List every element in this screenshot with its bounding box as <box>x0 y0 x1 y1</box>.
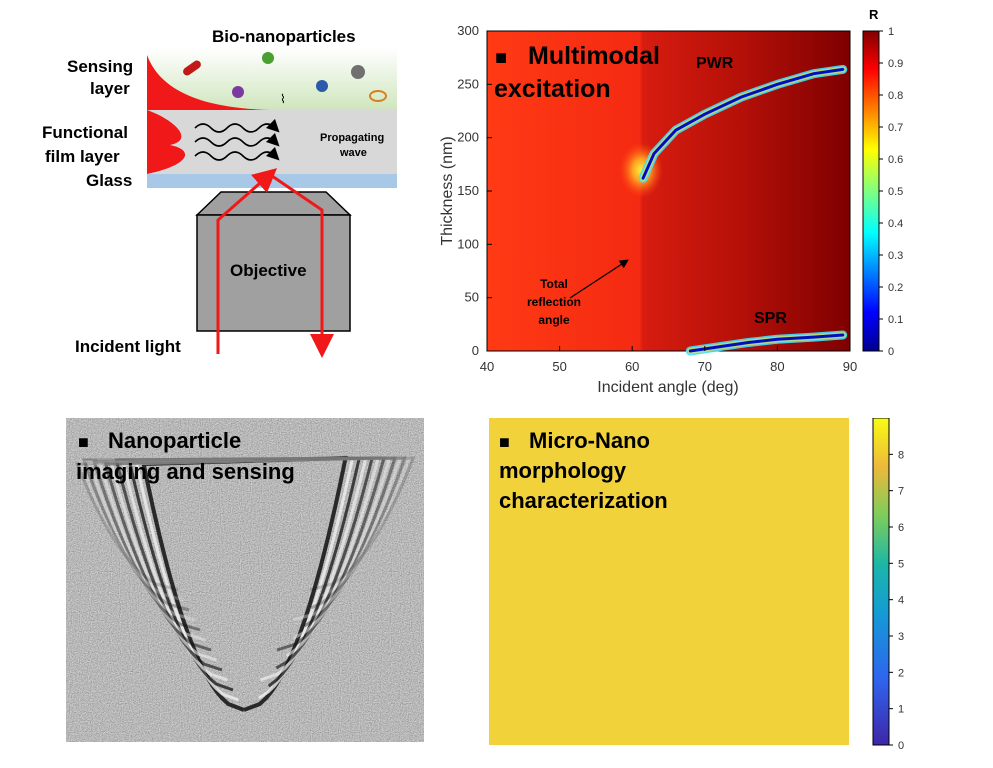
colorbar-tick-label: 0.2 <box>888 282 903 294</box>
colorbar-tick-label: 1 <box>888 26 894 38</box>
interference-fringes <box>74 455 416 712</box>
x-tick-label: 50 <box>552 359 566 374</box>
morph-title-line3: characterization <box>499 488 668 513</box>
bacteria-icon <box>369 90 387 102</box>
spr-label: SPR <box>754 310 787 327</box>
pwr-curve <box>641 67 845 180</box>
morph-title-line2: morphology <box>499 458 627 483</box>
heatmap-chart-svg: 40 50 60 70 80 90 0 50 100 150 200 250 300 0 0.1 0.2 0… <box>439 7 903 396</box>
morph-colorbar-tick-label: 4 <box>898 595 904 607</box>
morph-colorbar-tick-label: 1 <box>898 704 904 716</box>
fringe-line <box>74 456 416 592</box>
sensing-label-line2: layer <box>90 79 130 98</box>
propagating-wave-lines <box>194 118 280 161</box>
y-tick-label: 250 <box>457 76 479 91</box>
gray-particle-icon <box>351 65 365 79</box>
morph-colorbar-tick-label: 7 <box>898 486 904 498</box>
morphology-panel: 0 1 2 3 4 5 6 7 8 ■ Micro-Nano morphology charac… <box>489 417 909 758</box>
morph-colorbar-tick-label: 8 <box>898 449 904 461</box>
heatmap-panel: 40 50 60 70 80 90 0 50 100 150 200 250 300 0 0.1 0.2 0… <box>420 0 993 400</box>
spr-curve <box>688 333 845 353</box>
colorbar-tick-label: 0 <box>888 346 894 358</box>
colorbar-tick-label: 0.7 <box>888 122 903 134</box>
blue-virus-icon <box>316 80 328 92</box>
objective-body <box>196 214 351 332</box>
morph-colorbar-tick-label: 0 <box>898 740 904 752</box>
x-tick-label: 90 <box>843 359 857 374</box>
morph-colorbar-tick-label: 3 <box>898 631 904 643</box>
film-field-profile <box>147 110 186 174</box>
nano-title-line2: imaging and sensing <box>76 459 295 484</box>
propagating-label-line1: Propagating <box>320 132 384 144</box>
nano-title-line1: Nanoparticle <box>108 428 241 453</box>
morph-colorbar-tick-label: 6 <box>898 522 904 534</box>
fringe-line <box>96 456 392 642</box>
rod-particle-icon <box>183 60 201 76</box>
fringe-line <box>92 456 397 632</box>
chart-title-line1: Multimodal <box>528 42 660 70</box>
y-tick-label: 300 <box>457 23 479 38</box>
pwr-label: PWR <box>696 55 734 72</box>
colorbar-tick-label: 0.8 <box>888 90 903 102</box>
schematic-svg: ⌇ Bio-nanoparticles Sensing layer Functi… <box>42 27 397 358</box>
x-axis-label: Incident angle (deg) <box>597 379 738 396</box>
x-tick-label: 80 <box>770 359 784 374</box>
schematic-panel: ⌇ Bio-nanoparticles Sensing layer Functi… <box>0 0 420 390</box>
spiky-virus-icon <box>262 52 274 64</box>
chart-title-marker: ■ <box>495 47 507 69</box>
incident-light-label: Incident light <box>75 337 181 356</box>
tir-label-line2: reflection <box>527 295 581 309</box>
y-tick-label: 200 <box>457 130 479 145</box>
functional-label-line2: film layer <box>45 147 120 166</box>
objective-label: Objective <box>230 261 307 280</box>
fringe-line <box>78 456 412 602</box>
tir-label-line3: angle <box>538 313 570 327</box>
fringe-line <box>87 456 402 622</box>
colorbar-tick-label: 0.6 <box>888 154 903 166</box>
x-tick-label: 40 <box>480 359 494 374</box>
nanoparticle-image: ■ Nanoparticle imaging and sensing <box>66 418 424 742</box>
morphology-map-svg: 0 1 2 3 4 5 6 7 8 ■ Micro-Nano morphology charac… <box>489 417 904 752</box>
y-tick-label: 0 <box>472 343 479 358</box>
y-tick-label: 50 <box>465 290 479 305</box>
morphology-colorbar <box>872 417 890 746</box>
incident-light-ray <box>216 168 278 354</box>
fringe-line <box>81 456 407 612</box>
functional-label-line1: Functional <box>42 123 128 142</box>
colorbar-title: R <box>869 7 879 22</box>
tir-label-line1: Total <box>540 277 568 291</box>
morph-colorbar-tick-label: 5 <box>898 558 904 570</box>
propagating-label-line2: wave <box>339 147 367 159</box>
sensing-label-line1: Sensing <box>67 57 133 76</box>
colorbar-tick-label: 0.5 <box>888 186 903 198</box>
morph-title-marker: ■ <box>499 432 510 452</box>
x-tick-label: 70 <box>698 359 712 374</box>
colorbar-tick-label: 0.3 <box>888 250 903 262</box>
morph-colorbar-tick-label: 2 <box>898 667 904 679</box>
colorbar-tick-label: 0.1 <box>888 314 903 326</box>
reflected-light-ray <box>271 174 334 358</box>
chart-title-line2: excitation <box>494 75 611 103</box>
y-tick-label: 100 <box>457 236 479 251</box>
colorbar-tick-label: 0.4 <box>888 218 903 230</box>
morphology-yellow-features <box>489 418 849 745</box>
evanescent-field-profile <box>147 55 270 110</box>
nanoparticle-panel: ■ Nanoparticle imaging and sensing <box>66 418 424 742</box>
glass-label: Glass <box>86 171 132 190</box>
purple-virus-icon <box>232 86 244 98</box>
morph-title-line1: Micro-Nano <box>529 428 650 453</box>
objective-top <box>195 191 352 216</box>
tir-arrow <box>569 259 629 299</box>
heatmap-colorbar <box>862 30 880 352</box>
y-axis-label: Thickness (nm) <box>439 136 456 245</box>
bio-nanoparticles-label: Bio-nanoparticles <box>212 27 356 46</box>
colorbar-tick-label: 0.9 <box>888 58 903 70</box>
x-tick-label: 60 <box>625 359 639 374</box>
fringe-line <box>103 456 386 652</box>
dna-icon: ⌇ <box>280 92 286 106</box>
nano-title-marker: ■ <box>78 432 89 452</box>
y-tick-label: 150 <box>457 183 479 198</box>
